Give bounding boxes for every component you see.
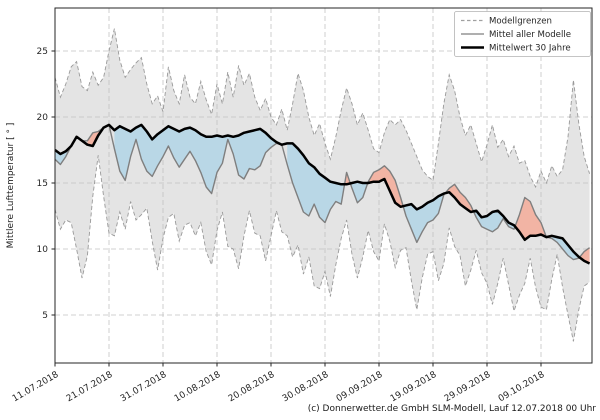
legend: Modellgrenzen Mittel aller Modelle Mittelw…: [454, 11, 591, 57]
svg-text:15: 15: [37, 179, 48, 189]
svg-text:30.08.2018: 30.08.2018: [281, 370, 331, 405]
svg-text:09.09.2018: 09.09.2018: [335, 370, 385, 405]
svg-text:11.07.2018: 11.07.2018: [11, 370, 61, 405]
svg-text:10.08.2018: 10.08.2018: [173, 370, 223, 405]
svg-text:20.08.2018: 20.08.2018: [227, 370, 277, 405]
svg-text:5: 5: [42, 311, 48, 321]
svg-text:25: 25: [37, 47, 48, 57]
x-axis-ticks: 11.07.2018 21.07.2018 31.07.2018 10.08.2018…: [11, 363, 547, 404]
upper-bound-line: [54, 28, 591, 189]
lower-bound-line: [54, 155, 590, 342]
svg-text:Mittlere Lufttemperatur [ ° ]: Mittlere Lufttemperatur [ ° ]: [6, 123, 16, 249]
svg-text:20: 20: [37, 113, 49, 123]
svg-text:31.07.2018: 31.07.2018: [119, 370, 169, 405]
mean-30y-line: [54, 123, 591, 265]
fill-colder-than-normal: [55, 124, 580, 260]
svg-text:09.10.2018: 09.10.2018: [497, 370, 547, 405]
copyright-text: (c) Donnerwetter.de GmbH SLM-Modell, Lau…: [307, 404, 596, 414]
legend-label-3: Mittelwert 30 Jahre: [489, 44, 571, 54]
fill-warmer-than-normal: [87, 127, 590, 264]
legend-label-2: Mittel aller Modelle: [489, 30, 571, 40]
y-axis-label: Mittlere Lufttemperatur [ ° ]: [6, 123, 16, 249]
axes: [54, 7, 593, 364]
svg-text:29.09.2018: 29.09.2018: [443, 370, 493, 405]
model-mean-line: [54, 124, 591, 261]
svg-text:21.07.2018: 21.07.2018: [65, 370, 115, 405]
svg-text:10: 10: [37, 245, 49, 255]
y-axis-ticks: 5 10 15 20 25: [37, 47, 55, 321]
legend-label-1: Modellgrenzen: [489, 17, 552, 27]
svg-text:19.09.2018: 19.09.2018: [389, 370, 439, 405]
